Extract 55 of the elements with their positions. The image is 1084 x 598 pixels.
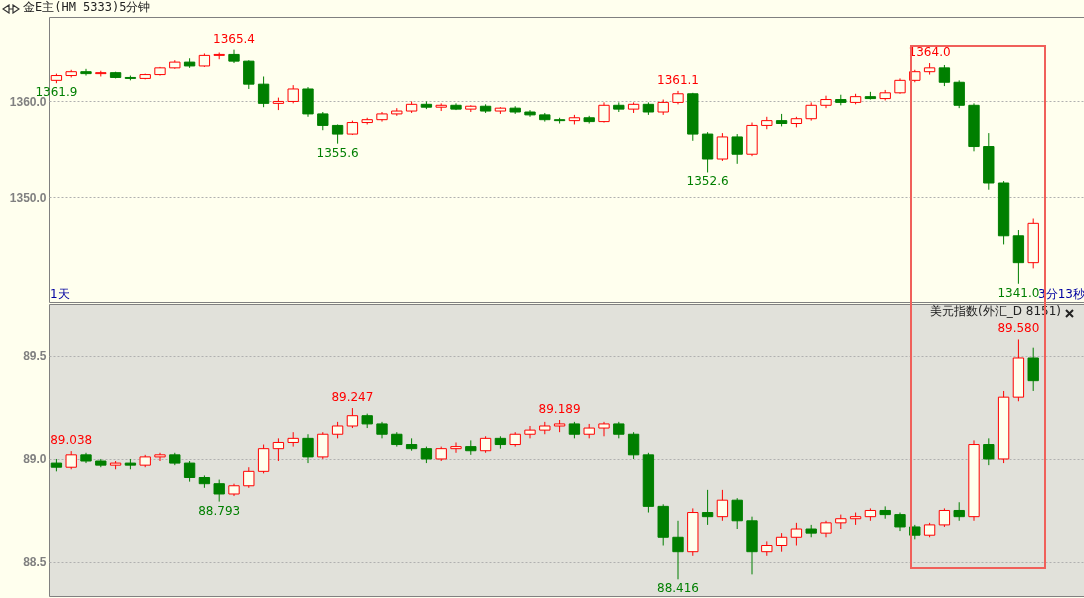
candlestick [524,425,536,439]
annotation: 89.247 [331,390,374,405]
annotation: 1365.4 [213,31,255,46]
candlestick [213,479,225,503]
annotation: 88.793 [198,503,241,518]
candlestick [65,450,77,470]
candlestick [598,421,610,437]
candlestick [317,431,329,460]
candlestick [627,431,640,460]
candlestick [701,489,714,526]
candlestick [183,460,196,483]
annotation: 1天 [50,287,70,301]
candlestick [1027,347,1039,392]
candlestick [272,437,285,462]
chart-title: 金E主(HM 5333)5分钟 [23,0,151,14]
annotation: 89.189 [538,402,581,417]
candlestick [775,532,788,553]
annotation: 1341.0 [997,285,1040,300]
candlestick [346,407,359,429]
candlestick [672,520,684,580]
candlestick [953,79,965,109]
annotation: 88.416 [657,581,699,596]
annotation: 1352.6 [686,174,729,189]
candlestick [243,59,255,90]
candlestick [938,64,951,87]
candlestick [257,75,270,108]
candlestick [80,68,92,77]
candlestick [598,101,610,124]
candlestick [731,133,743,165]
candlestick [154,452,166,462]
candlestick [731,497,743,530]
y-tick-label: 1350.0 [9,190,47,205]
candlestick [331,123,344,145]
annotation: 1361.1 [657,72,699,87]
candlestick [983,437,995,466]
candlestick [805,101,817,122]
candlestick [716,489,729,522]
candlestick [257,444,270,474]
annotation: 89.038 [50,433,93,448]
candlestick [317,111,329,131]
annotation: 1364.0 [908,45,951,60]
annotation: 89.580 [997,321,1040,336]
candlestick [894,512,906,532]
candlestick [450,441,462,454]
candlestick [790,522,803,547]
candlestick [243,466,255,489]
candlestick [953,501,965,522]
y-tick-label: 88.5 [23,555,47,570]
candlestick [287,84,299,104]
candlestick [938,507,951,528]
annotation: 1355.6 [316,145,359,160]
candlestick [716,132,729,162]
y-tick-label: 89.0 [23,452,47,467]
y-tick-label: 89.5 [23,349,47,364]
candlestick [302,433,314,464]
